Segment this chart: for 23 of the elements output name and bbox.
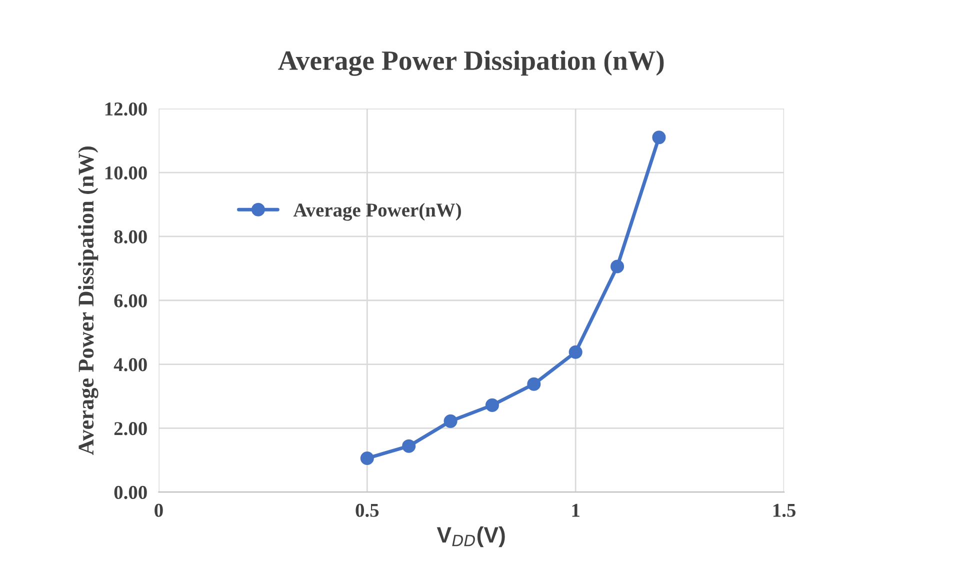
y-tick-label: 0.00 [114, 486, 147, 500]
y-tick-label: 8.00 [114, 230, 147, 244]
point [360, 451, 374, 466]
y-tick-label: 10.00 [105, 166, 147, 180]
y-axis-title: Average Power Dissipation (nW) [78, 146, 98, 455]
chart-title: Average Power Dissipation (nW) [278, 50, 664, 76]
point [527, 377, 541, 391]
point [402, 439, 416, 453]
y-tick-label: 2.00 [114, 422, 147, 436]
x-tick-label: 0 [154, 504, 163, 517]
y-tick-label: 6.00 [114, 294, 147, 308]
x-tick-label: 0.5 [356, 504, 379, 517]
y-tick-label: 4.00 [114, 358, 147, 372]
x-axis-title: V$_{DD}$(V) [436, 526, 505, 548]
y-tick-label: 12.00 [105, 102, 147, 116]
point [610, 260, 624, 274]
point [444, 414, 458, 428]
point [485, 398, 499, 412]
legend-label: Average Power(nW) [293, 202, 461, 221]
point [568, 345, 582, 359]
x-tick-label: 1 [572, 504, 580, 517]
x-tick-label: 1.5 [773, 504, 796, 517]
point [652, 130, 666, 144]
